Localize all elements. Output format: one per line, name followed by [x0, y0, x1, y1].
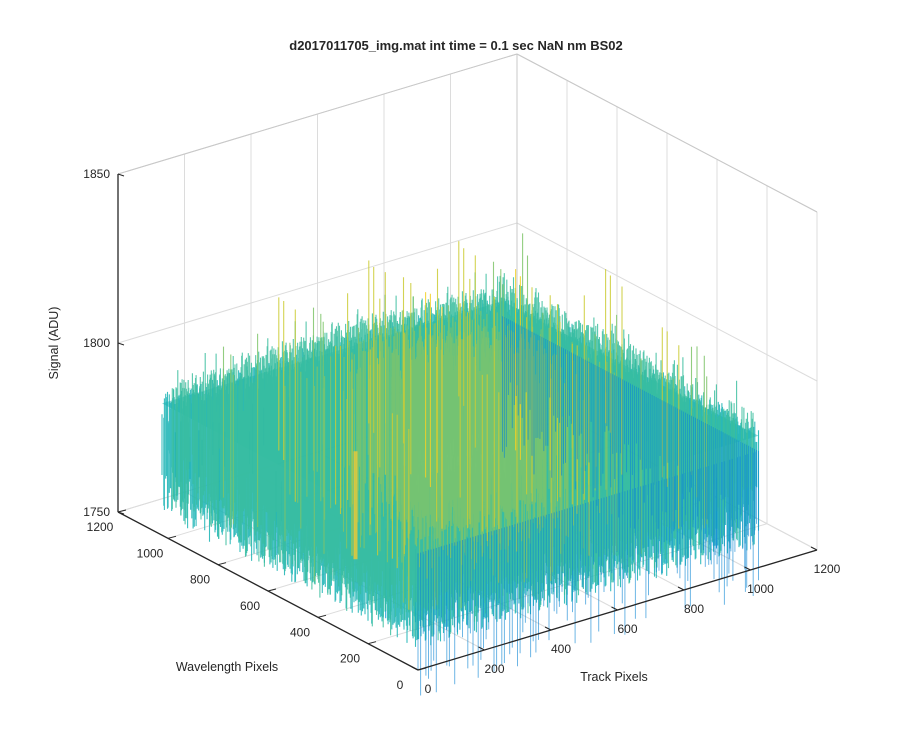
- y-tick-label: 800: [190, 573, 210, 587]
- y-tick-label: 1000: [137, 546, 164, 560]
- x-tick-mark: [744, 566, 751, 571]
- x-tick-label: 200: [484, 662, 504, 676]
- y-tick-label: 400: [290, 625, 310, 639]
- x-tick-mark: [677, 586, 685, 591]
- surface-skirt: [417, 316, 759, 696]
- box-edge: [516, 53, 818, 213]
- y-tick-label: 0: [397, 678, 404, 692]
- ticks-layer: 0 200 400 600 800 1000 1200 0 200 400 600 800 1000 12…: [83, 167, 840, 696]
- x-tick-mark: [611, 606, 618, 611]
- x-tick-mark: [478, 646, 485, 651]
- side-wall-grid-line: [516, 222, 818, 382]
- back-wall-grid-line: [117, 222, 518, 344]
- y-axis-label: Wavelength Pixels: [176, 660, 278, 674]
- y-tick-mark: [317, 614, 327, 618]
- y-tick-mark: [217, 562, 227, 566]
- y-tick-mark: [167, 535, 177, 539]
- box-edge: [117, 53, 518, 175]
- y-tick-mark: [417, 667, 427, 671]
- y-tick-mark: [367, 641, 377, 645]
- y-tick-label: 1200: [87, 520, 114, 534]
- y-tick-label: 600: [240, 599, 260, 613]
- z-tick-label: 1750: [83, 505, 110, 519]
- x-tick-label: 800: [684, 602, 704, 616]
- x-tick-label: 1200: [814, 562, 841, 576]
- surface-streaks-band-4: [222, 233, 708, 610]
- z-tick-label: 1800: [83, 336, 110, 350]
- z-tick-mark: [117, 511, 125, 515]
- y-tick-label: 200: [340, 652, 360, 666]
- z-tick-label: 1850: [83, 167, 110, 181]
- y-tick-mark: [117, 509, 127, 513]
- x-axis-label: Track Pixels: [580, 670, 648, 684]
- chart-title: d2017011705_img.mat int time = 0.1 sec N…: [289, 38, 622, 53]
- x-tick-label: 0: [425, 682, 432, 696]
- x-tick-mark: [544, 626, 552, 631]
- y-tick-mark: [267, 588, 277, 592]
- x-tick-label: 1000: [747, 582, 774, 596]
- surface-layer: [161, 233, 760, 696]
- z-axis-label: Signal (ADU): [47, 307, 61, 380]
- x-tick-label: 400: [551, 642, 571, 656]
- x-tick-mark: [411, 666, 419, 671]
- x-tick-label: 600: [617, 622, 637, 636]
- z-tick-mark: [117, 342, 125, 346]
- z-tick-mark: [117, 173, 125, 177]
- x-tick-mark: [810, 546, 818, 551]
